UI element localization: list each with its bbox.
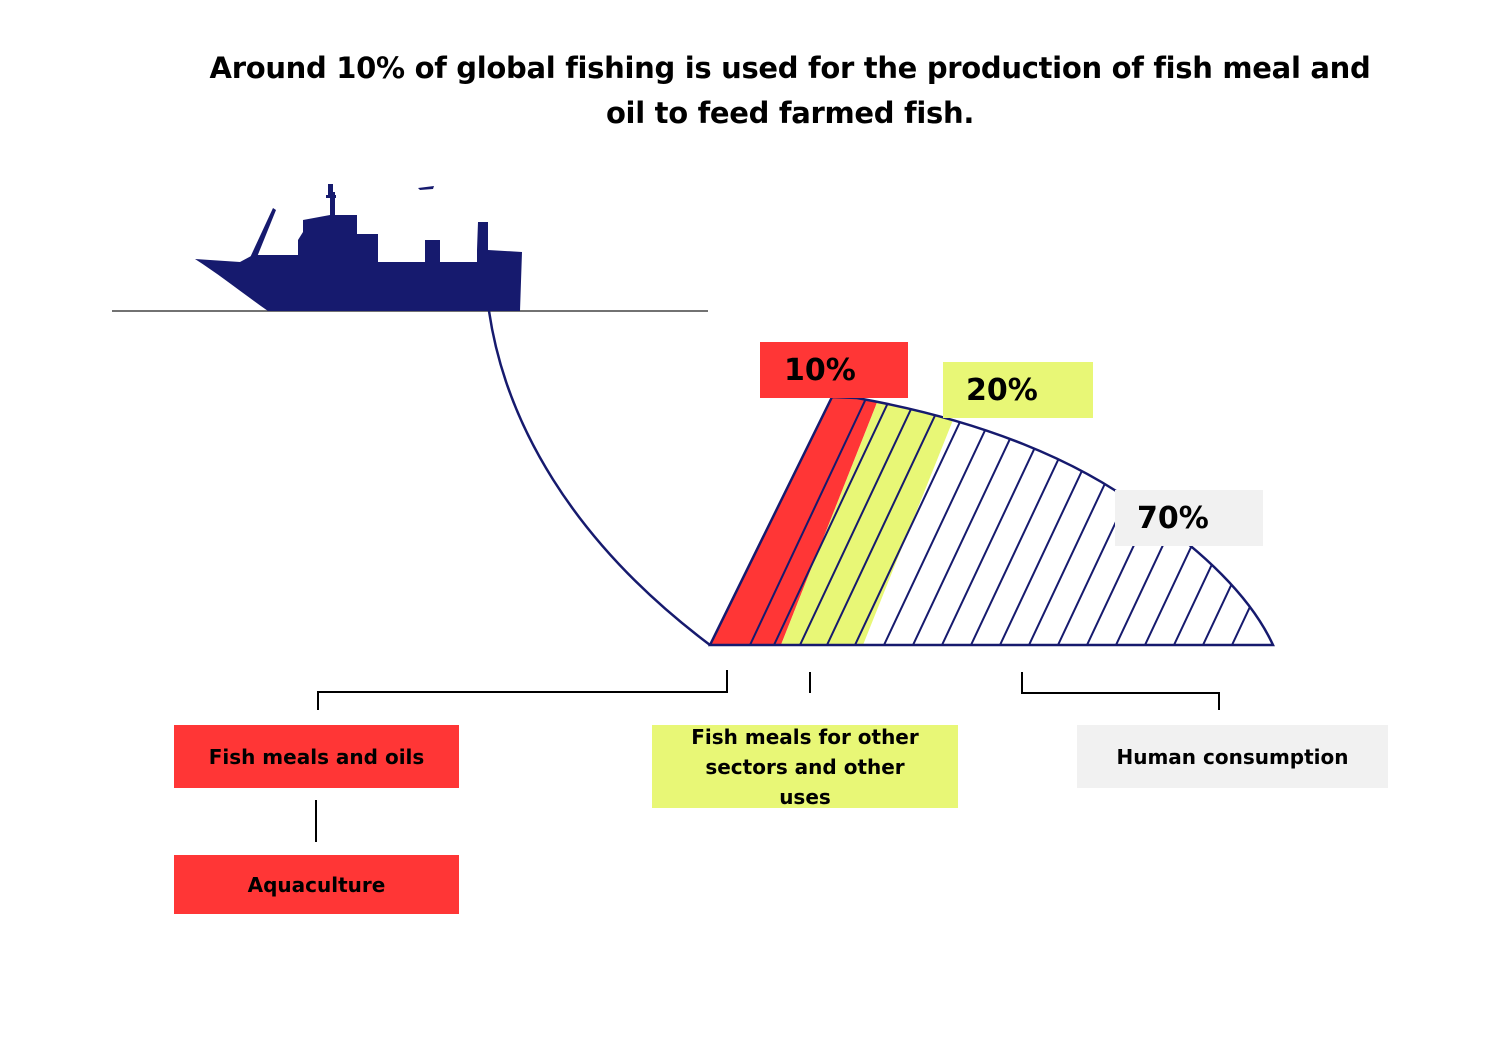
percent-label: 20% (966, 372, 1038, 408)
label-text: Fish meals and oils (208, 744, 425, 769)
fishing-vessel-icon (195, 184, 522, 311)
trawl-line (487, 310, 711, 646)
page-title: Around 10% of global fishing is used for… (209, 51, 1371, 130)
label-other-uses: Fish meals for other sectors and other u… (652, 725, 958, 809)
label-text: Fish meals for other sectors and other u… (691, 724, 919, 809)
percent-label: 10% (784, 352, 856, 388)
percent-tag-10: 10% (760, 342, 908, 398)
net-segment-other-uses (775, 397, 965, 645)
bracket-fish-meals (317, 670, 728, 710)
label-fish-meals-oils: Fish meals and oils (174, 725, 459, 788)
net-segment-fish-meals (710, 397, 882, 645)
bracket-human-consumption (1021, 672, 1220, 710)
percent-label: 70% (1137, 500, 1209, 536)
percent-tag-20: 20% (943, 362, 1093, 418)
label-text: Human consumption (1116, 744, 1349, 769)
percent-tag-70: 70% (1115, 490, 1263, 546)
label-human-consumption: Human consumption (1077, 725, 1388, 788)
label-aquaculture: Aquaculture (174, 855, 459, 914)
label-text: Aquaculture (247, 872, 386, 897)
